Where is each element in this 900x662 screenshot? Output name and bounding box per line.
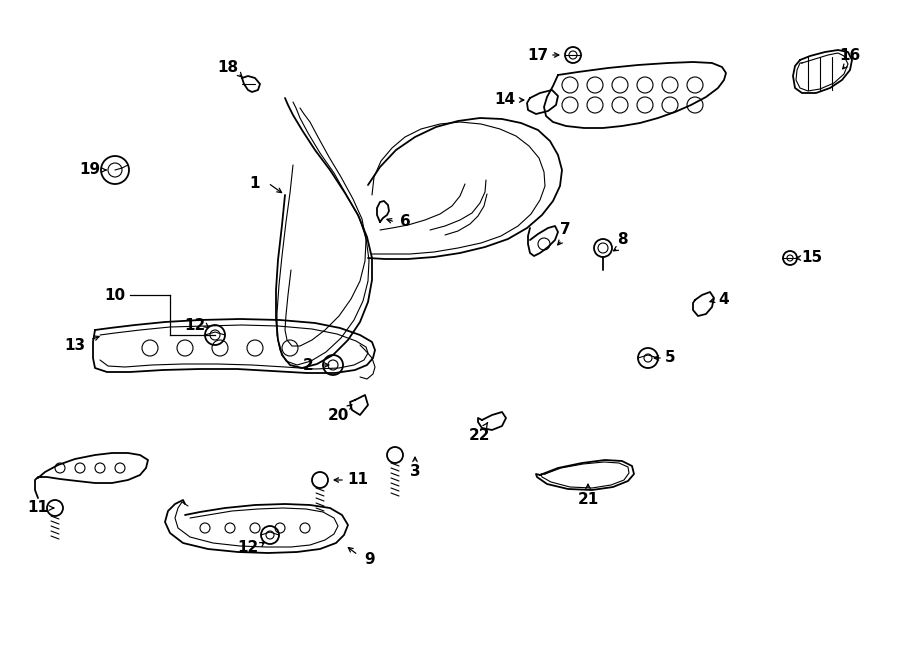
Text: 9: 9 [364,553,375,567]
Text: 4: 4 [719,293,729,308]
Text: 6: 6 [400,214,410,230]
Text: 21: 21 [578,493,599,508]
Text: 19: 19 [79,162,101,177]
Text: 14: 14 [494,93,516,107]
Text: 15: 15 [801,250,823,265]
Text: 22: 22 [469,428,491,442]
Text: 2: 2 [302,357,313,373]
Text: 16: 16 [840,48,860,62]
Text: 18: 18 [218,60,238,75]
Text: 10: 10 [104,287,126,303]
Text: 8: 8 [616,232,627,248]
Text: 3: 3 [410,465,420,479]
Text: 11: 11 [347,473,368,487]
Text: 12: 12 [238,540,258,555]
Text: 12: 12 [184,318,205,332]
Text: 13: 13 [65,338,86,352]
Text: 20: 20 [328,408,348,422]
Text: 5: 5 [665,350,675,365]
Text: 7: 7 [560,222,571,238]
Text: 17: 17 [527,48,549,62]
Text: 11: 11 [28,500,49,516]
Text: 1: 1 [250,175,260,191]
